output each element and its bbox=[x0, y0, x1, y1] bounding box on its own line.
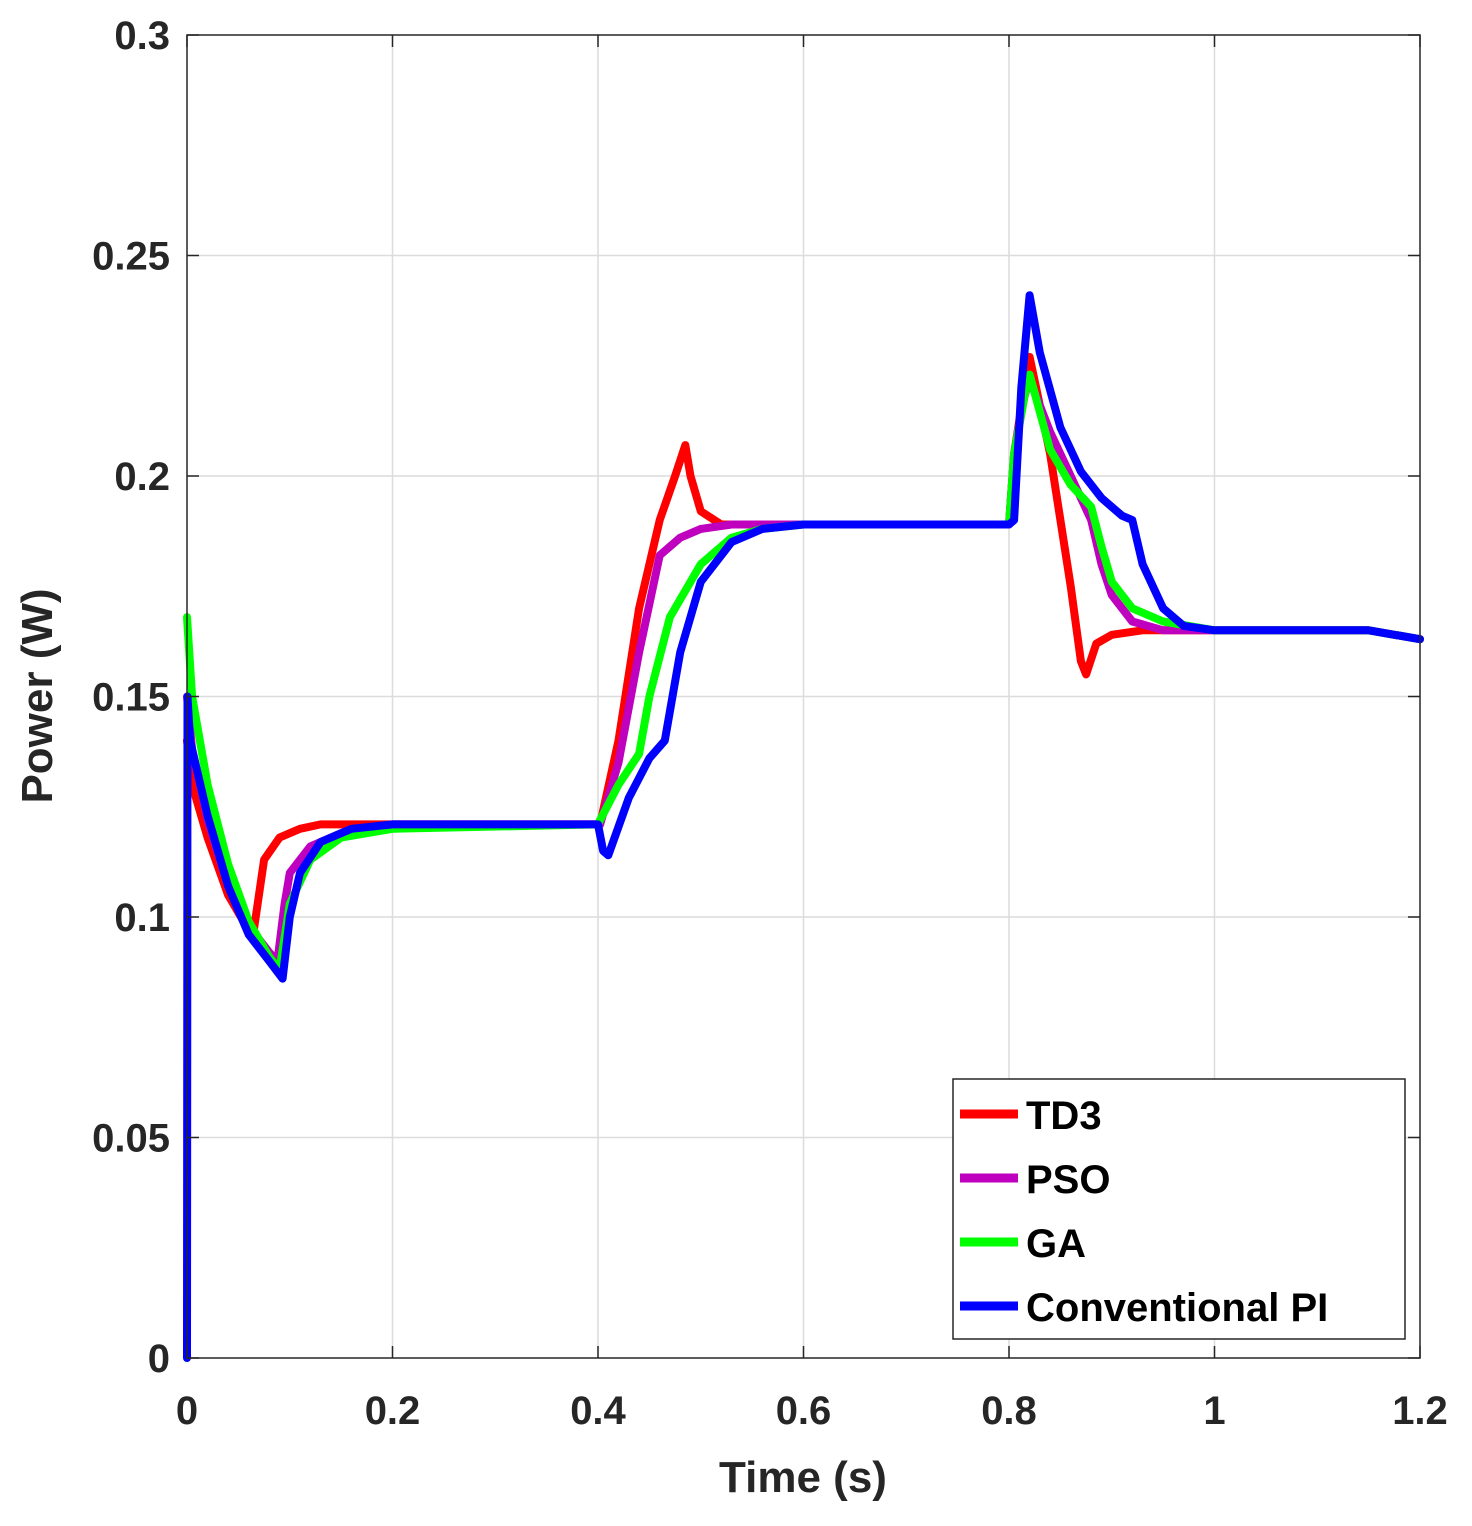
x-tick-label: 0.2 bbox=[365, 1389, 421, 1433]
y-tick-label: 0.1 bbox=[114, 896, 170, 940]
y-tick-label: 0.15 bbox=[92, 676, 170, 720]
series-line-conventional-pi bbox=[183, 291, 1424, 1362]
y-tick-label: 0.05 bbox=[92, 1117, 170, 1161]
x-tick-label: 0.8 bbox=[981, 1389, 1037, 1433]
x-axis-label: Time (s) bbox=[719, 1453, 887, 1502]
legend-label: GA bbox=[1026, 1222, 1086, 1266]
y-tick-label: 0 bbox=[148, 1337, 170, 1381]
legend-label: PSO bbox=[1026, 1158, 1110, 1202]
legend-box bbox=[952, 1078, 1406, 1340]
legend: TD3 PSO GA Conventional PI bbox=[952, 1078, 1406, 1340]
axis-ticks bbox=[186, 34, 1421, 1359]
legend-label: TD3 bbox=[1026, 1094, 1102, 1138]
series-layer bbox=[183, 291, 1424, 1362]
y-tick-label: 0.2 bbox=[114, 455, 170, 499]
x-tick-label: 1.2 bbox=[1392, 1389, 1448, 1433]
tick-labels: 0 0.2 0.4 0.6 0.8 1 1.2 0 0.05 0.1 0.15 0.2 0.25 0.3 bbox=[92, 14, 1448, 1433]
series-line-td3 bbox=[183, 352, 1424, 935]
x-tick-label: 0.6 bbox=[776, 1389, 832, 1433]
y-tick-label: 0.3 bbox=[114, 14, 170, 58]
x-tick-label: 1 bbox=[1203, 1389, 1225, 1433]
x-tick-label: 0 bbox=[176, 1389, 198, 1433]
legend-label: Conventional PI bbox=[1026, 1286, 1328, 1330]
x-tick-label: 0.4 bbox=[570, 1389, 626, 1433]
y-axis-label: Power (W) bbox=[13, 588, 62, 803]
y-tick-label: 0.25 bbox=[92, 235, 170, 279]
